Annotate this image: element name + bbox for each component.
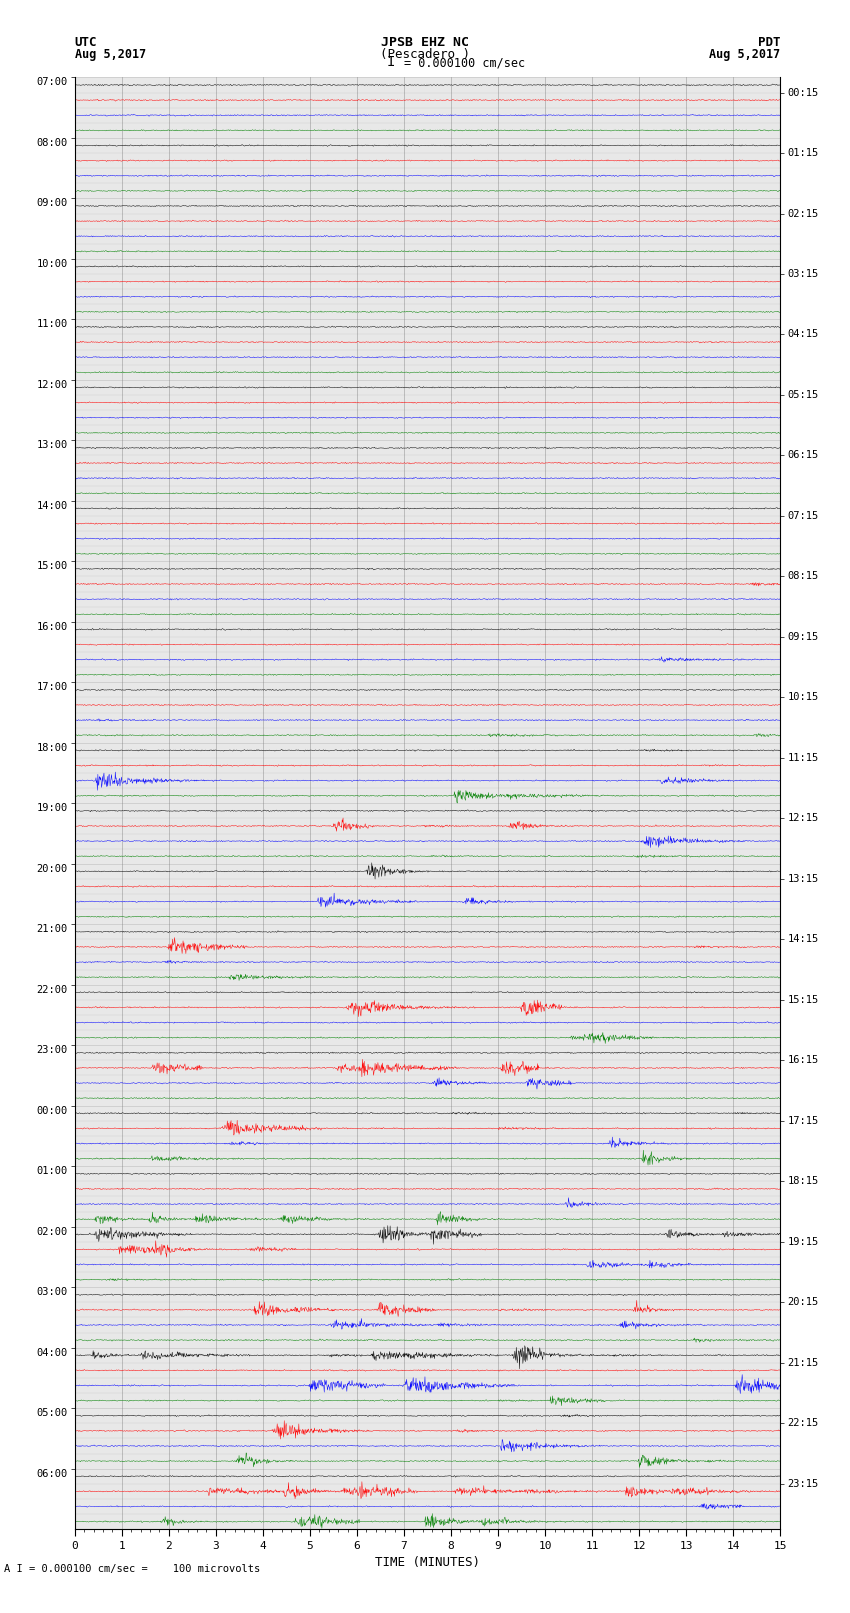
Text: I: I [387, 55, 395, 69]
Text: Aug 5,2017: Aug 5,2017 [75, 48, 146, 61]
Text: JPSB EHZ NC: JPSB EHZ NC [381, 35, 469, 50]
Text: PDT: PDT [758, 35, 780, 50]
Text: (Pescadero ): (Pescadero ) [380, 48, 470, 61]
Text: = 0.000100 cm/sec: = 0.000100 cm/sec [404, 56, 524, 69]
Text: Aug 5,2017: Aug 5,2017 [709, 48, 780, 61]
Text: UTC: UTC [75, 35, 97, 50]
Text: A I = 0.000100 cm/sec =    100 microvolts: A I = 0.000100 cm/sec = 100 microvolts [4, 1565, 260, 1574]
X-axis label: TIME (MINUTES): TIME (MINUTES) [375, 1557, 480, 1569]
